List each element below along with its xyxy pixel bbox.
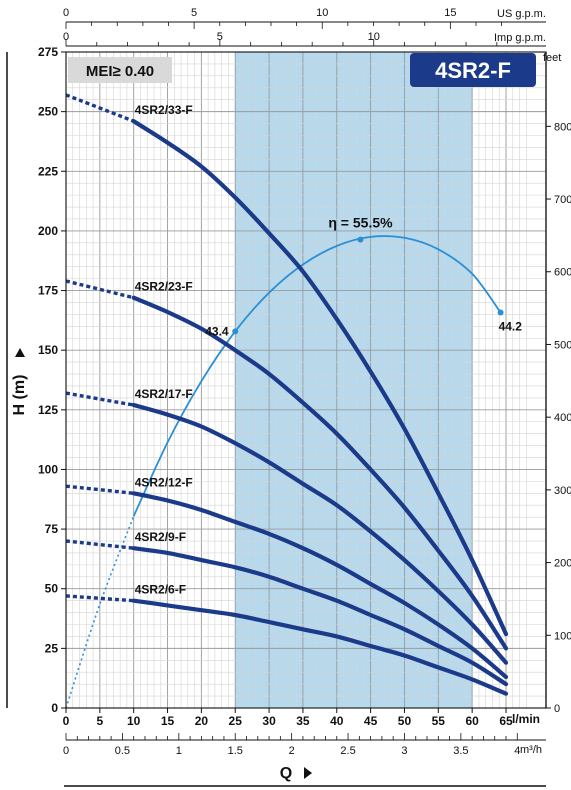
x-tick-label: 45 (364, 714, 378, 728)
imp-gpm-tick-label: 10 (368, 31, 380, 43)
chart-title: 4SR2-F (435, 58, 511, 83)
efficiency-point (232, 328, 239, 335)
y-tick-label: 100 (38, 462, 58, 476)
x-tick-label: 0 (63, 714, 70, 728)
pump-curve (131, 546, 509, 687)
feet-tick-label: 100 (554, 630, 571, 642)
efficiency-peak-point (357, 236, 364, 243)
pump-curve-label: 4SR2/33-F (135, 103, 193, 117)
m3h-tick-label: 1.5 (228, 745, 243, 757)
pump-curve-label: 4SR2/17-F (135, 387, 193, 401)
pump-curve-dashed (65, 594, 134, 603)
imp-gpm-tick-label: 5 (217, 31, 223, 43)
x-tick-label: 50 (398, 714, 412, 728)
y-axis-title: H (m) (11, 375, 28, 416)
pump-curve-dashed (65, 484, 134, 495)
mei-badge (68, 57, 172, 83)
pump-curve-dashed (65, 279, 135, 300)
x-tick-label: 55 (432, 714, 446, 728)
m3h-tick-label: 2.5 (340, 745, 355, 757)
efficiency-peak-label: η = 55.5% (328, 215, 393, 231)
efficiency-curve-dashed (65, 515, 135, 709)
m3h-tick-label: 1 (176, 745, 182, 757)
y-tick-label: 150 (38, 343, 58, 357)
x-tick-label: 30 (262, 714, 276, 728)
m3h-tick-label: 3.5 (453, 745, 468, 757)
imp-gpm-tick-label: 0 (63, 31, 69, 43)
x-axis-arrow-icon (304, 767, 312, 779)
efficiency-curve (132, 235, 502, 517)
x-tick-label: 10 (127, 714, 141, 728)
pump-curve (131, 491, 509, 680)
y-tick-label: 125 (38, 403, 58, 417)
y-tick-label: 250 (38, 105, 58, 119)
lmin-unit: l/min (512, 712, 540, 726)
model-badge (410, 53, 536, 87)
m3h-tick-label: 0.5 (115, 745, 130, 757)
feet-tick-label: 200 (554, 558, 571, 570)
y-tick-label: 50 (45, 582, 59, 596)
x-tick-label: 5 (97, 714, 104, 728)
x-tick-label: 20 (195, 714, 209, 728)
pump-curve-label: 4SR2/9-F (135, 530, 186, 544)
pump-curve (131, 119, 509, 637)
feet-unit: feet (543, 52, 561, 64)
mei-label: MEI≥ 0.40 (86, 63, 154, 80)
pump-curve-label: 4SR2/6-F (135, 583, 186, 597)
x-tick-label: 25 (229, 714, 243, 728)
y-tick-label: 225 (38, 164, 58, 178)
y-axis-arrow-icon (15, 348, 25, 357)
pump-curve-label: 4SR2/23-F (135, 280, 193, 294)
y-tick-label: 75 (45, 522, 59, 536)
x-tick-label: 60 (465, 714, 479, 728)
pump-curve (131, 402, 509, 665)
pump-curve-dashed (65, 539, 134, 550)
plot-area-extension (506, 52, 546, 708)
pump-curve-dashed (65, 93, 135, 123)
pump-curve-dashed (65, 391, 134, 407)
feet-tick-label: 400 (554, 412, 571, 424)
feet-tick-label: 700 (554, 194, 571, 206)
efficiency-point-label: 44.2 (499, 319, 523, 333)
efficiency-point (497, 309, 504, 316)
feet-tick-label: 500 (554, 339, 571, 351)
us-gpm-unit: US g.p.m. (497, 8, 546, 20)
m3h-tick-label: 4 (514, 745, 520, 757)
feet-tick-label: 300 (554, 485, 571, 497)
y-tick-label: 0 (51, 701, 58, 715)
y-tick-label: 275 (38, 45, 58, 59)
y-tick-label: 175 (38, 284, 58, 298)
x-tick-label: 15 (161, 714, 175, 728)
y-tick-label: 25 (45, 641, 59, 655)
efficiency-point-label: 43.4 (205, 324, 229, 338)
x-axis-title: Q (280, 765, 292, 782)
m3h-unit: m³/h (520, 744, 542, 756)
feet-tick-label: 800 (554, 121, 571, 133)
m3h-tick-label: 3 (401, 745, 407, 757)
pump-curve (131, 295, 509, 651)
feet-tick-label: 0 (554, 703, 560, 715)
us-gpm-tick-label: 15 (444, 7, 456, 19)
pump-curve (131, 598, 509, 696)
pump-curve-label: 4SR2/12-F (135, 475, 193, 489)
us-gpm-tick-label: 10 (316, 7, 328, 19)
x-tick-label: 40 (330, 714, 344, 728)
us-gpm-tick-label: 0 (63, 7, 69, 19)
y-tick-label: 200 (38, 224, 58, 238)
x-tick-label: 65 (499, 714, 513, 728)
m3h-tick-label: 2 (289, 745, 295, 757)
us-gpm-tick-label: 5 (191, 7, 197, 19)
x-tick-label: 35 (296, 714, 310, 728)
feet-tick-label: 600 (554, 267, 571, 279)
m3h-tick-label: 0 (63, 745, 69, 757)
imp-gpm-unit: Imp g.p.m. (494, 32, 546, 44)
